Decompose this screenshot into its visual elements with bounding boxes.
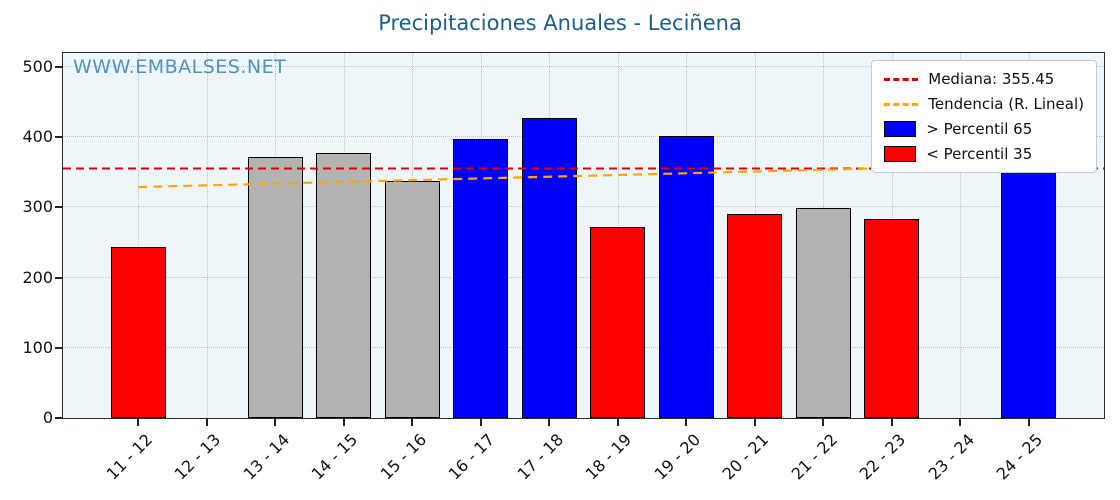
legend-label-percentil-65: > Percentil 65 [926,120,1033,138]
ytick-mark-0 [55,417,62,419]
xtick-label-16-17: 16 - 17 [444,430,499,484]
bar-17-18 [521,118,577,418]
gridline-v-12-13 [206,53,208,418]
ytick-mark-500 [55,66,62,69]
legend-label-mediana: Mediana: 355.45 [928,70,1055,88]
ytick-mark-200 [55,276,62,279]
xtick-label-21-22: 21 - 22 [787,430,841,484]
xtick-mark-17-18 [548,419,551,426]
bar-21-22 [795,208,851,418]
xtick-label-19-20: 19 - 20 [650,430,704,484]
xtick-label-17-18: 17 - 18 [513,430,567,484]
xtick-label-22-23: 22 - 23 [855,430,910,484]
gridline-h-100 [63,346,1104,348]
bar-19-20 [658,135,714,418]
ytick-label-0: 0 [42,408,53,427]
percentil-35-swatch [884,146,917,162]
bar-13-14 [247,156,303,418]
xtick-label-14-15: 14 - 15 [307,430,362,484]
gridline-h-200 [63,276,1104,278]
bar-20-21 [727,214,783,418]
legend-item-mediana: Mediana: 355.45 [884,70,1084,88]
bar-11-12 [110,247,166,418]
gridline-v-11-12 [138,53,140,418]
median-line-swatch [884,77,919,81]
xtick-label-24-25: 24 - 25 [992,430,1047,484]
xtick-mark-22-23 [890,419,893,426]
xtick-mark-13-14 [274,419,277,426]
gridline-h-500 [63,66,1104,68]
plot-area: WWW.EMBALSES.NET Mediana: 355.45 Tendenc… [22,52,1105,484]
gridline-h-400 [63,136,1104,138]
xtick-label-15-16: 15 - 16 [376,430,430,484]
percentil-65-swatch [884,121,917,137]
xtick-mark-15-16 [411,419,414,426]
xtick-mark-19-20 [685,419,688,426]
legend-item-tendencia: Tendencia (R. Lineal) [884,95,1084,113]
xtick-mark-21-22 [822,419,825,426]
xtick-mark-14-15 [342,419,345,426]
legend-item-percentil-35: < Percentil 35 [884,145,1084,163]
legend: Mediana: 355.45 Tendencia (R. Lineal) > … [871,60,1097,173]
ytick-mark-100 [55,346,62,349]
legend-item-percentil-65: > Percentil 65 [884,120,1084,138]
gridline-h-300 [63,206,1104,208]
xtick-mark-20-21 [753,419,756,426]
ytick-mark-300 [55,206,62,209]
bar-16-17 [453,139,509,418]
xtick-label-18-19: 18 - 19 [581,430,636,484]
ytick-label-300: 300 [22,197,53,217]
xtick-mark-16-17 [479,419,482,426]
xtick-mark-23-24 [959,419,962,426]
gridline-v-23-24 [960,53,962,418]
xtick-mark-12-13 [205,419,208,426]
xtick-label-20-21: 20 - 21 [718,430,773,484]
xtick-label-13-14: 13 - 14 [239,430,293,484]
watermark: WWW.EMBALSES.NET [73,56,287,78]
legend-label-percentil-35: < Percentil 35 [926,145,1033,163]
xtick-label-12-13: 12 - 13 [170,430,225,484]
bar-18-19 [590,227,646,418]
xtick-label-11-12: 11 - 12 [102,430,156,484]
xtick-mark-24-25 [1027,419,1030,426]
trend-line-swatch [884,102,919,106]
chart-title: Precipitaciones Anuales - Leciñena [378,11,742,35]
xtick-label-23-24: 23 - 24 [924,430,978,484]
bar-15-16 [384,180,440,418]
ytick-label-200: 200 [22,267,53,287]
xtick-mark-18-19 [616,419,619,426]
ytick-label-500: 500 [22,57,53,77]
xtick-mark-11-12 [137,419,140,426]
bar-22-23 [864,219,920,418]
bar-14-15 [316,153,372,418]
ytick-label-100: 100 [22,337,53,357]
ytick-mark-400 [55,136,62,139]
legend-label-tendencia: Tendencia (R. Lineal) [928,95,1084,113]
ytick-label-400: 400 [22,127,53,147]
